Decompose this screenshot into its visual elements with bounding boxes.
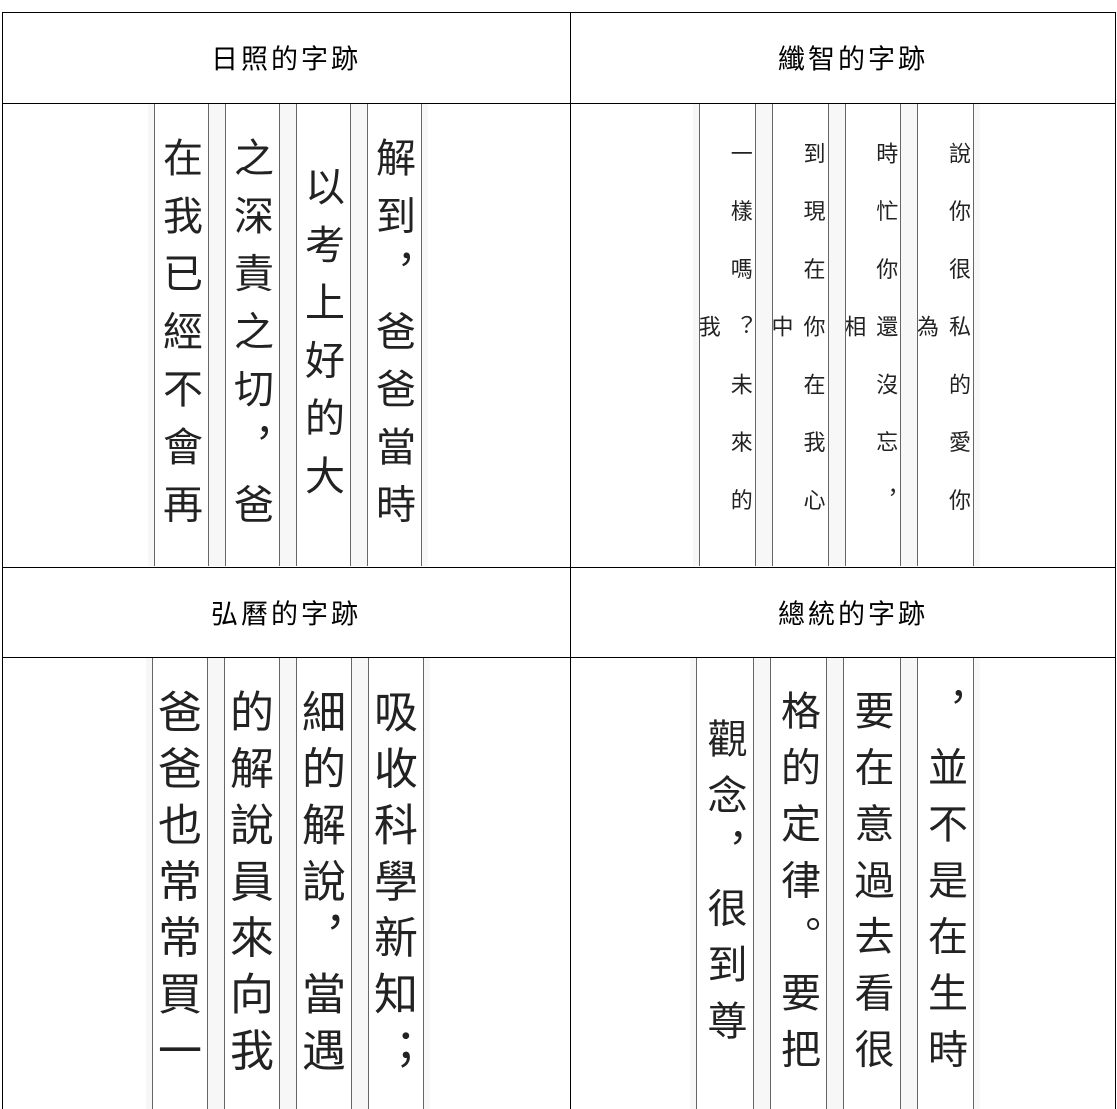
cell-title: 纖智的字跡 xyxy=(778,44,928,76)
handwriting-sample: 爸爸也常常買一些的解說員來向我解細的解說，當遇到吸收科學新知；當 xyxy=(146,658,430,1109)
handwriting-sample: 一樣嗎？未來的我 到現在你在我心中 時忙你還沒忘，相 說你很私的愛你為 xyxy=(693,104,980,566)
table-border xyxy=(2,12,1116,13)
handwriting-column: 在我已經不會再對 xyxy=(154,104,209,566)
handwriting-column: ，並不是在生時學 xyxy=(916,658,974,1109)
handwriting-column: 一樣嗎？未來的我 xyxy=(699,104,756,566)
handwriting-column: 說你很私的愛你為 xyxy=(917,104,974,566)
handwriting-column: 爸爸也常常買一些 xyxy=(152,658,208,1109)
handwriting-column: 以考上好的大學、 xyxy=(296,104,351,566)
table-border xyxy=(2,567,1116,568)
table-border xyxy=(570,12,571,1109)
handwriting-sample: 在我已經不會再對之深責之切，爸爸以考上好的大學、解到，爸爸當時的 xyxy=(148,104,428,566)
table-border xyxy=(2,103,1116,104)
table-border xyxy=(2,657,1116,658)
cell-title: 總統的字跡 xyxy=(778,599,928,631)
handwriting-column: 到現在你在我心中 xyxy=(771,104,829,566)
handwriting-column: 的解說員來向我解 xyxy=(224,658,280,1109)
handwriting-column: 格的定律。要把之 xyxy=(769,658,827,1109)
cell-title: 日照的字跡 xyxy=(211,44,361,76)
handwriting-sample: 觀念，很到尊重， 格的定律。要把之要在意過去看很如 ，並不是在生時學 xyxy=(690,658,980,1109)
handwriting-column: 要在意過去看很如 xyxy=(843,658,901,1109)
handwriting-column: 時忙你還沒忘，相 xyxy=(844,104,902,566)
handwriting-column: 解到，爸爸當時的 xyxy=(367,104,422,566)
table-border xyxy=(2,12,3,1109)
handwriting-column: 細的解說，當遇到 xyxy=(296,658,352,1109)
table-border xyxy=(1115,12,1116,1109)
handwriting-column: 觀念，很到尊重， xyxy=(696,658,754,1109)
handwriting-column: 吸收科學新知；當 xyxy=(368,658,424,1109)
handwriting-column: 之深責之切，爸爸 xyxy=(225,104,280,566)
cell-title: 弘曆的字跡 xyxy=(211,599,361,631)
